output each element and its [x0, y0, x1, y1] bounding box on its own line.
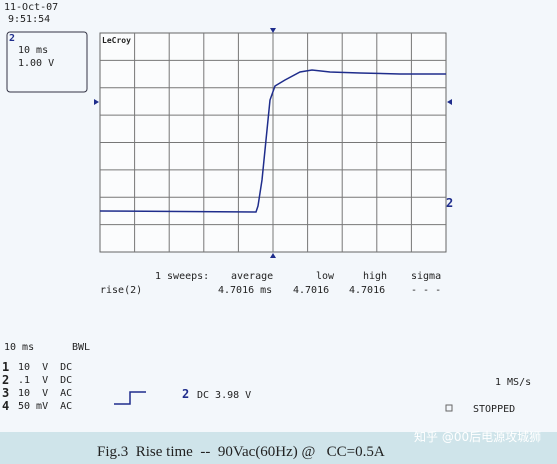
trace-marker: 2: [446, 196, 454, 210]
watermark: 知乎 @00后电源攻城狮: [414, 430, 542, 444]
channel-box: [6, 31, 88, 93]
col: low: [316, 271, 335, 282]
value: 4.7016: [349, 285, 386, 296]
ch-setting: 50 mV AC: [18, 401, 73, 412]
value: 4.7016: [293, 285, 330, 296]
ch-num: 2: [2, 373, 10, 387]
col: sigma: [411, 271, 442, 282]
sweeps: 1 sweeps:: [155, 271, 210, 282]
caption: Fig.3 Rise time -- 90Vac(60Hz) @ CC=0.5A: [97, 444, 385, 460]
waveform: [99, 69, 446, 213]
ch-setting: 10 V DC: [18, 362, 73, 373]
col: high: [363, 271, 388, 282]
trigger-channel: 2: [182, 387, 190, 401]
stop-icon: [445, 404, 453, 412]
ch-num: 1: [2, 360, 10, 374]
bwl: BWL: [72, 342, 91, 353]
date: 11-Oct-07: [4, 2, 59, 13]
ch-num: 4: [2, 399, 10, 413]
caption-band: Fig.3 Rise time -- 90Vac(60Hz) @ CC=0.5A…: [0, 430, 557, 464]
timebase: 10 ms: [18, 45, 49, 56]
trigger-icon: [114, 391, 146, 405]
trigger: DC 3.98 V: [197, 390, 252, 401]
time: 9:51:54: [8, 14, 51, 25]
brand: LeCroy: [102, 35, 131, 46]
value: 4.7016 ms: [218, 285, 273, 296]
grid: [100, 33, 446, 252]
rate: 1 MS/s: [495, 377, 532, 388]
state: STOPPED: [473, 404, 516, 415]
status-timebase: 10 ms: [4, 342, 35, 353]
volts: 1.00 V: [18, 58, 55, 69]
ch-setting: 10 V AC: [18, 388, 73, 399]
param: rise(2): [100, 285, 143, 296]
channel: 2: [9, 33, 16, 44]
ch-setting: .1 V DC: [18, 375, 73, 386]
col: average: [231, 271, 274, 282]
ch-num: 3: [2, 386, 10, 400]
value: - - -: [411, 285, 442, 296]
